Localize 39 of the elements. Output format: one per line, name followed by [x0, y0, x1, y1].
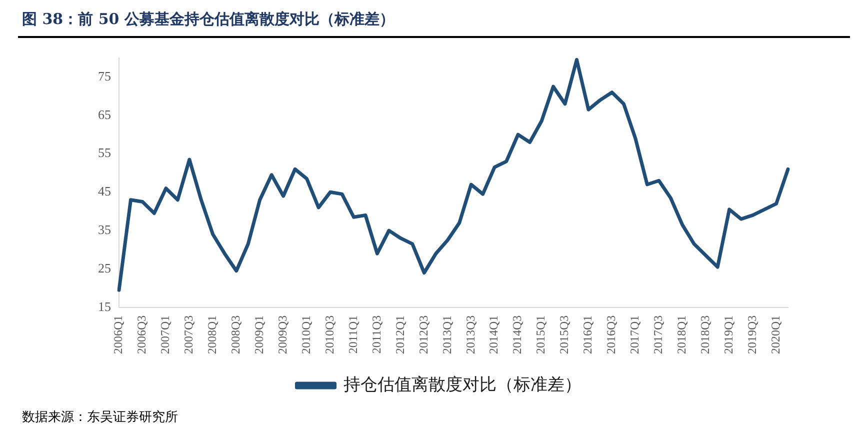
x-tick-label: 2009Q3 [275, 315, 290, 354]
x-tick-label: 2014Q1 [486, 315, 501, 354]
chart-title: 图 38：前 50 公募基金持仓估值离散度对比（标准差） [22, 10, 394, 29]
x-tick-label: 2007Q1 [158, 315, 172, 354]
y-tick-label: 35 [98, 222, 111, 237]
x-tick-label: 2016Q1 [580, 315, 595, 354]
x-tick-label: 2017Q1 [628, 315, 642, 354]
y-tick-label: 25 [98, 260, 111, 276]
x-tick-label: 2017Q3 [651, 315, 666, 354]
legend-label: 持仓估值离散度对比（标准差） [343, 374, 582, 395]
x-tick-label: 2008Q3 [228, 315, 243, 354]
x-tick-label: 2014Q3 [510, 315, 524, 354]
x-tick-label: 2011Q3 [369, 315, 384, 354]
x-tick-label: 2012Q3 [416, 315, 430, 354]
x-tick-label: 2020Q1 [768, 315, 782, 354]
x-tick-label: 2015Q3 [557, 315, 572, 354]
x-tick-label: 2010Q1 [298, 315, 313, 354]
y-tick-label: 45 [98, 184, 111, 199]
x-tick-label: 2018Q3 [698, 315, 712, 354]
x-tick-label: 2012Q1 [392, 315, 407, 354]
x-tick-label: 2013Q1 [440, 315, 454, 354]
x-tick-label: 2016Q3 [604, 315, 618, 354]
x-tick-label: 2009Q1 [252, 315, 266, 354]
x-tick-label: 2015Q1 [534, 315, 548, 354]
x-tick-label: 2006Q3 [134, 315, 149, 354]
x-tick-label: 2013Q3 [463, 315, 478, 354]
y-tick-label: 15 [98, 298, 111, 314]
x-tick-label: 2011Q1 [346, 315, 360, 354]
y-tick-label: 75 [98, 68, 111, 84]
x-tick-label: 2010Q3 [322, 315, 336, 354]
x-tick-label: 2018Q1 [674, 315, 689, 354]
x-tick-label: 2007Q3 [182, 315, 196, 354]
x-tick-label: 2008Q1 [205, 315, 220, 354]
y-tick-label: 65 [98, 106, 111, 122]
x-tick-label: 2006Q1 [111, 315, 126, 354]
source-note: 数据来源：东吴证券研究所 [22, 409, 178, 426]
x-tick-label: 2019Q1 [721, 315, 736, 354]
x-tick-label: 2019Q3 [744, 315, 759, 354]
y-tick-label: 55 [98, 145, 111, 160]
